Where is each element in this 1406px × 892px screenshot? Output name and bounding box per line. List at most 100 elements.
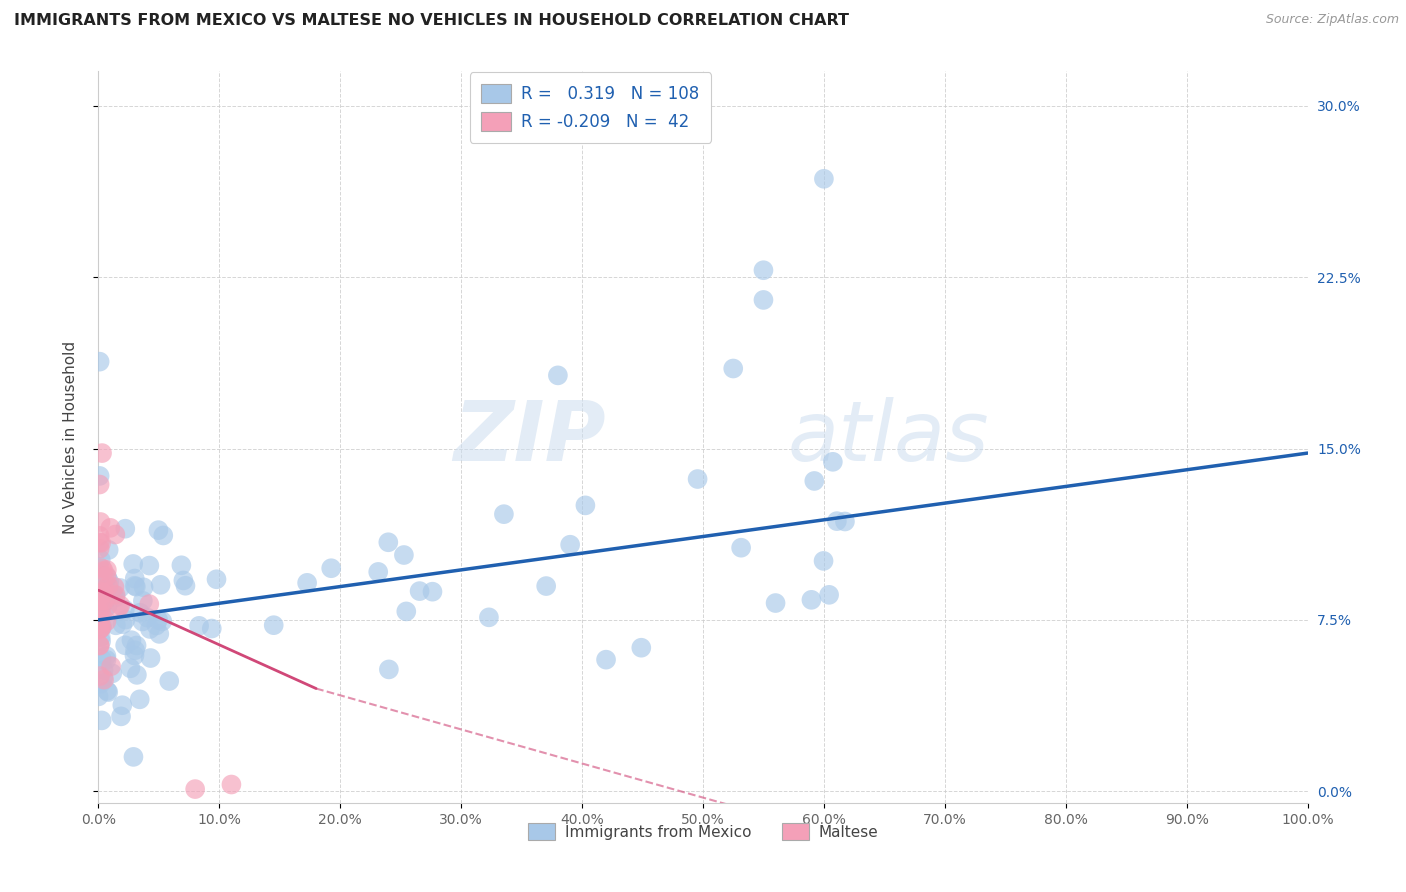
Point: [111, 617, 134, 632]
Point: [730, 541, 752, 555]
Point: [90, 622, 112, 636]
Point: [172, 574, 194, 588]
Point: [89, 669, 111, 683]
Point: [90, 714, 112, 728]
Point: [146, 613, 169, 627]
Point: [800, 592, 823, 607]
Point: [89, 477, 111, 491]
Point: [97, 579, 120, 593]
Point: [813, 554, 835, 568]
Point: [595, 653, 617, 667]
Point: [136, 610, 159, 624]
Point: [98, 521, 121, 535]
Point: [478, 610, 501, 624]
Point: [630, 640, 652, 655]
Point: [103, 587, 125, 601]
Point: [89, 623, 111, 637]
Point: [91, 446, 114, 460]
Point: [89, 541, 111, 556]
Point: [97, 599, 120, 613]
Point: [114, 522, 136, 536]
Point: [104, 618, 127, 632]
Text: Source: ZipAtlas.com: Source: ZipAtlas.com: [1265, 13, 1399, 27]
Point: [124, 572, 146, 586]
Point: [89, 638, 111, 652]
Point: [149, 578, 172, 592]
Point: [96, 648, 118, 663]
Point: [124, 579, 146, 593]
Point: [818, 588, 841, 602]
Point: [128, 692, 150, 706]
Point: [813, 171, 835, 186]
Point: [87, 690, 110, 704]
Point: [492, 507, 515, 521]
Point: [120, 633, 142, 648]
Point: [122, 750, 145, 764]
Point: [110, 599, 132, 613]
Point: [89, 515, 111, 529]
Point: [90, 630, 112, 644]
Point: [205, 572, 228, 586]
Point: [91, 561, 114, 575]
Point: [124, 648, 146, 663]
Point: [834, 515, 856, 529]
Point: [547, 368, 569, 383]
Point: [378, 662, 401, 676]
Point: [94, 601, 117, 615]
Point: [321, 561, 343, 575]
Point: [89, 639, 111, 653]
Point: [124, 643, 146, 657]
Legend: Immigrants from Mexico, Maltese: Immigrants from Mexico, Maltese: [522, 816, 884, 847]
Point: [422, 584, 444, 599]
Point: [108, 581, 131, 595]
Point: [125, 639, 148, 653]
Point: [104, 527, 127, 541]
Point: [188, 619, 211, 633]
Point: [89, 559, 111, 574]
Point: [89, 469, 111, 483]
Point: [145, 618, 167, 632]
Point: [89, 574, 111, 589]
Point: [765, 596, 787, 610]
Point: [201, 622, 224, 636]
Point: [170, 558, 193, 573]
Point: [825, 514, 848, 528]
Point: [93, 663, 115, 677]
Point: [93, 593, 115, 607]
Point: [686, 472, 709, 486]
Point: [90, 600, 112, 615]
Point: [100, 659, 122, 673]
Point: [148, 627, 170, 641]
Point: [91, 597, 114, 611]
Point: [132, 594, 155, 608]
Point: [132, 580, 155, 594]
Point: [560, 538, 582, 552]
Point: [111, 698, 134, 713]
Point: [110, 709, 132, 723]
Point: [408, 584, 430, 599]
Point: [104, 588, 127, 602]
Point: [91, 671, 114, 685]
Point: [90, 608, 112, 623]
Point: [96, 563, 118, 577]
Point: [125, 668, 148, 682]
Point: [131, 615, 153, 629]
Point: [97, 685, 120, 699]
Point: [139, 651, 162, 665]
Point: [534, 579, 557, 593]
Y-axis label: No Vehicles in Household: No Vehicles in Household: [63, 341, 77, 533]
Point: [803, 474, 825, 488]
Point: [114, 613, 136, 627]
Point: [150, 614, 173, 628]
Point: [89, 590, 111, 604]
Point: [94, 591, 117, 606]
Point: [104, 591, 127, 605]
Point: [103, 580, 125, 594]
Point: [93, 564, 115, 578]
Point: [114, 603, 136, 617]
Point: [90, 676, 112, 690]
Point: [93, 582, 115, 596]
Point: [89, 535, 111, 549]
Point: [90, 582, 112, 597]
Point: [89, 617, 111, 632]
